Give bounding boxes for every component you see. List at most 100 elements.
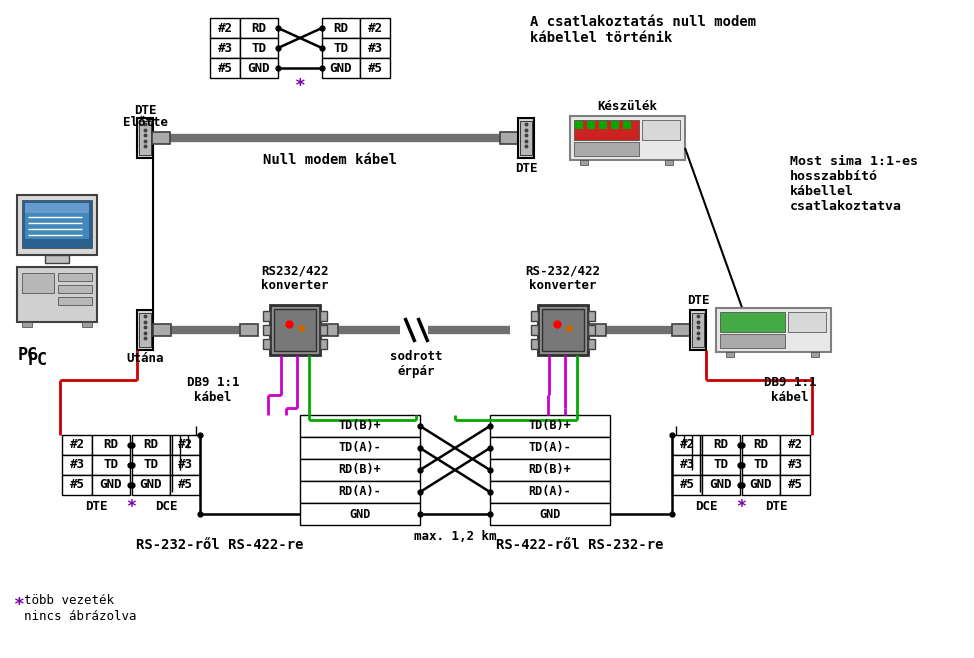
Bar bbox=[22, 273, 54, 293]
Bar bbox=[58, 273, 92, 281]
Bar bbox=[132, 455, 170, 475]
Text: DTE: DTE bbox=[765, 501, 787, 513]
Bar bbox=[726, 352, 734, 357]
Bar bbox=[170, 435, 200, 455]
Bar bbox=[360, 38, 390, 58]
Bar bbox=[742, 435, 780, 455]
Bar bbox=[92, 455, 130, 475]
Bar bbox=[360, 18, 390, 38]
Text: DTE: DTE bbox=[133, 103, 156, 116]
Bar bbox=[322, 18, 360, 38]
Bar bbox=[263, 325, 270, 335]
Text: Előtte: Előtte bbox=[123, 116, 168, 128]
Bar bbox=[642, 120, 680, 140]
Bar bbox=[320, 339, 327, 349]
Text: RD: RD bbox=[333, 22, 349, 34]
Text: RD(A)-: RD(A)- bbox=[339, 486, 382, 499]
Text: GND: GND bbox=[540, 507, 561, 520]
Bar bbox=[611, 121, 619, 129]
Bar bbox=[690, 310, 706, 350]
Text: #3: #3 bbox=[680, 459, 694, 472]
Text: #2: #2 bbox=[680, 438, 694, 451]
Bar bbox=[574, 120, 639, 140]
Text: *: * bbox=[294, 77, 306, 95]
Text: nincs ábrázolva: nincs ábrázolva bbox=[24, 609, 136, 622]
Bar bbox=[588, 325, 595, 335]
Text: #5: #5 bbox=[367, 61, 383, 74]
Text: DTE: DTE bbox=[514, 161, 538, 174]
Bar bbox=[570, 116, 685, 160]
Text: TD: TD bbox=[333, 41, 349, 55]
Bar bbox=[780, 475, 810, 495]
Text: #3: #3 bbox=[69, 459, 85, 472]
Bar bbox=[500, 132, 518, 144]
Text: GND: GND bbox=[330, 61, 353, 74]
Bar bbox=[580, 160, 588, 165]
Bar bbox=[300, 459, 420, 481]
Text: GND: GND bbox=[139, 478, 163, 492]
Text: #2: #2 bbox=[217, 22, 233, 34]
Text: TD: TD bbox=[714, 459, 729, 472]
Bar bbox=[531, 325, 538, 335]
Bar bbox=[672, 324, 690, 336]
Bar bbox=[520, 121, 532, 155]
Bar bbox=[139, 313, 151, 347]
Bar bbox=[137, 118, 153, 158]
Text: RD: RD bbox=[714, 438, 729, 451]
Bar bbox=[588, 339, 595, 349]
Bar bbox=[22, 322, 32, 327]
Bar bbox=[320, 325, 327, 335]
Bar bbox=[720, 312, 785, 332]
Text: #2: #2 bbox=[367, 22, 383, 34]
Bar bbox=[780, 455, 810, 475]
Text: *: * bbox=[126, 498, 136, 516]
Bar bbox=[720, 334, 785, 348]
Text: RD: RD bbox=[251, 22, 267, 34]
Bar bbox=[320, 324, 338, 336]
Text: RD(A)-: RD(A)- bbox=[529, 486, 572, 499]
Bar bbox=[780, 435, 810, 455]
Bar bbox=[542, 309, 584, 351]
Text: RD(B)+: RD(B)+ bbox=[339, 463, 382, 476]
Bar bbox=[716, 308, 831, 352]
Text: TD(A)-: TD(A)- bbox=[339, 442, 382, 455]
Text: Most sima 1:1-es
hosszabbító
kábellel
csatlakoztatva: Most sima 1:1-es hosszabbító kábellel cs… bbox=[790, 155, 918, 213]
Text: több vezeték: több vezeték bbox=[24, 594, 114, 607]
Bar bbox=[17, 195, 97, 255]
Bar bbox=[170, 475, 200, 495]
Text: #5: #5 bbox=[69, 478, 85, 492]
Text: max. 1,2 km: max. 1,2 km bbox=[414, 530, 496, 544]
Text: #3: #3 bbox=[217, 41, 233, 55]
Bar bbox=[788, 312, 826, 332]
Text: GND: GND bbox=[750, 478, 772, 492]
Bar bbox=[210, 18, 240, 38]
Text: GND: GND bbox=[99, 478, 123, 492]
Text: DCE: DCE bbox=[694, 501, 717, 513]
Bar bbox=[270, 305, 320, 355]
Bar bbox=[538, 305, 588, 355]
Bar bbox=[240, 38, 278, 58]
Text: Null modem kábel: Null modem kábel bbox=[263, 153, 397, 167]
Bar bbox=[132, 475, 170, 495]
Bar bbox=[263, 339, 270, 349]
Bar bbox=[300, 503, 420, 525]
Text: DTE: DTE bbox=[85, 501, 107, 513]
Text: #2: #2 bbox=[788, 438, 803, 451]
Text: RS232/422
konverter: RS232/422 konverter bbox=[261, 264, 329, 292]
Text: DTE: DTE bbox=[687, 293, 709, 307]
Bar bbox=[320, 311, 327, 321]
Bar bbox=[240, 324, 258, 336]
Bar bbox=[210, 58, 240, 78]
Bar bbox=[22, 200, 92, 248]
Bar bbox=[518, 118, 534, 158]
Bar bbox=[300, 481, 420, 503]
Text: GND: GND bbox=[710, 478, 732, 492]
Bar bbox=[58, 285, 92, 293]
Text: GND: GND bbox=[247, 61, 270, 74]
Text: #3: #3 bbox=[367, 41, 383, 55]
Bar bbox=[62, 435, 92, 455]
Bar bbox=[240, 18, 278, 38]
Bar bbox=[62, 455, 92, 475]
Bar bbox=[575, 121, 583, 129]
Text: TD: TD bbox=[103, 459, 119, 472]
